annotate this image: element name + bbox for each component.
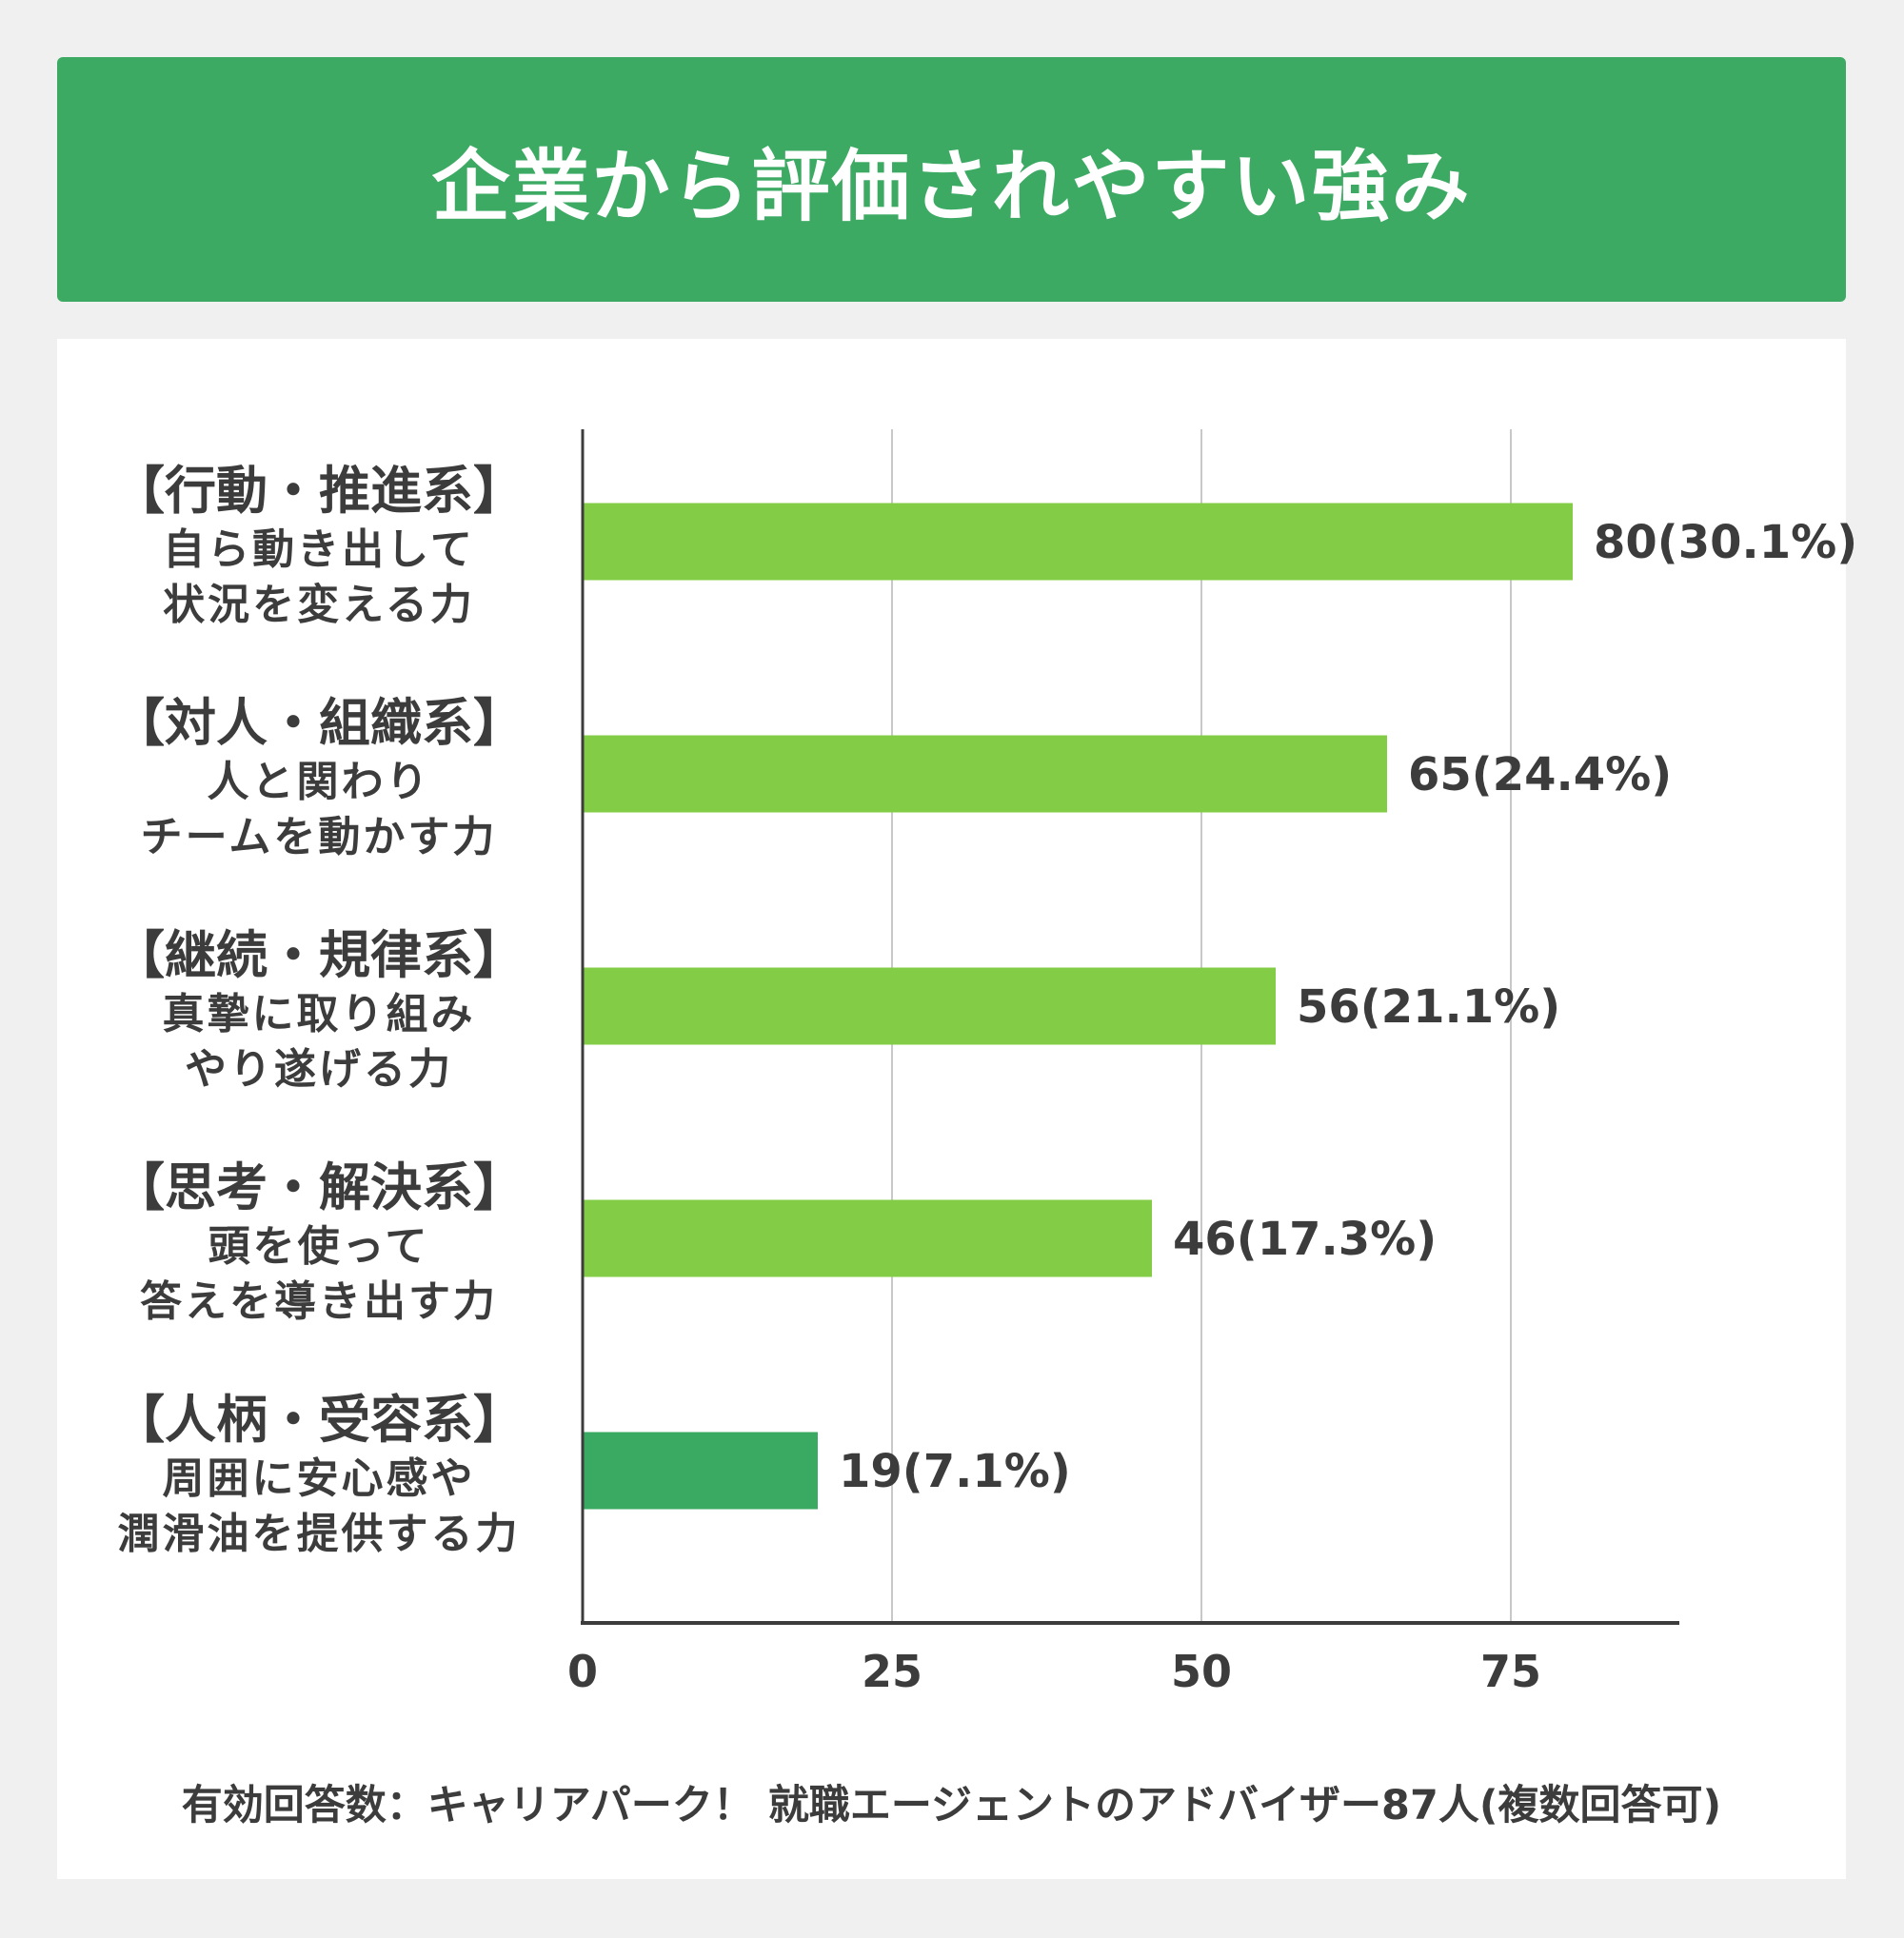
category-label: 【継続・規律系】真摯に取り組み やり遂げる力 xyxy=(95,924,543,1098)
category-label: 【行動・推進系】 自ら動き出して 状況を変える力 xyxy=(95,460,543,633)
category-title: 【人柄・受容系】 xyxy=(113,1390,525,1450)
bar xyxy=(583,735,1387,813)
category-label: 【人柄・受容系】 周囲に安心感や 潤滑油を提供する力 xyxy=(95,1389,543,1562)
x-tick-label: 25 xyxy=(862,1646,922,1697)
category-title: 【行動・推進系】 xyxy=(113,461,525,521)
category-description: 潤滑油を提供する力 xyxy=(117,1510,521,1558)
category-description: 自ら動き出して xyxy=(163,525,475,574)
category-description: 頭を使って xyxy=(208,1222,430,1271)
bar xyxy=(583,503,1573,581)
category-title: 【思考・解決系】 xyxy=(113,1157,525,1217)
bar xyxy=(583,967,1276,1045)
data-label: 65(24.4%) xyxy=(1408,748,1672,801)
category-label: 【対人・組織系】人と関わりチームを動かす力 xyxy=(95,692,543,865)
category-description: やり遂げる力 xyxy=(185,1045,453,1094)
title-banner: 企業から評価されやすい強み xyxy=(57,57,1846,302)
data-label: 80(30.1%) xyxy=(1594,516,1857,569)
category-description: 状況を変える力 xyxy=(163,581,475,629)
data-label: 46(17.3%) xyxy=(1173,1213,1437,1266)
category-label: 【思考・解決系】頭を使って答えを導き出す力 xyxy=(95,1157,543,1330)
footnote: 有効回答数：キャリアパーク！ 就職エージェントのアドバイザー87人(複数回答可) xyxy=(181,1782,1722,1829)
x-tick-label: 0 xyxy=(567,1646,598,1697)
chart-title: 企業から評価されやすい強み xyxy=(431,142,1472,232)
category-description: 答えを導き出す力 xyxy=(140,1277,498,1326)
category-description: 真摯に取り組み xyxy=(162,990,476,1038)
category-description: 人と関わり xyxy=(207,758,431,806)
data-label: 56(21.1%) xyxy=(1297,980,1560,1034)
category-title: 【継続・規律系】 xyxy=(113,925,525,985)
category-description: 周囲に安心感や xyxy=(162,1454,476,1503)
bar xyxy=(583,1199,1152,1277)
category-title: 【対人・組織系】 xyxy=(113,693,525,753)
category-description: チームを動かす力 xyxy=(140,813,498,861)
bar xyxy=(583,1432,818,1510)
x-tick-label: 50 xyxy=(1171,1646,1232,1697)
x-tick-label: 75 xyxy=(1480,1646,1541,1697)
data-label: 19(7.1%) xyxy=(839,1445,1071,1498)
